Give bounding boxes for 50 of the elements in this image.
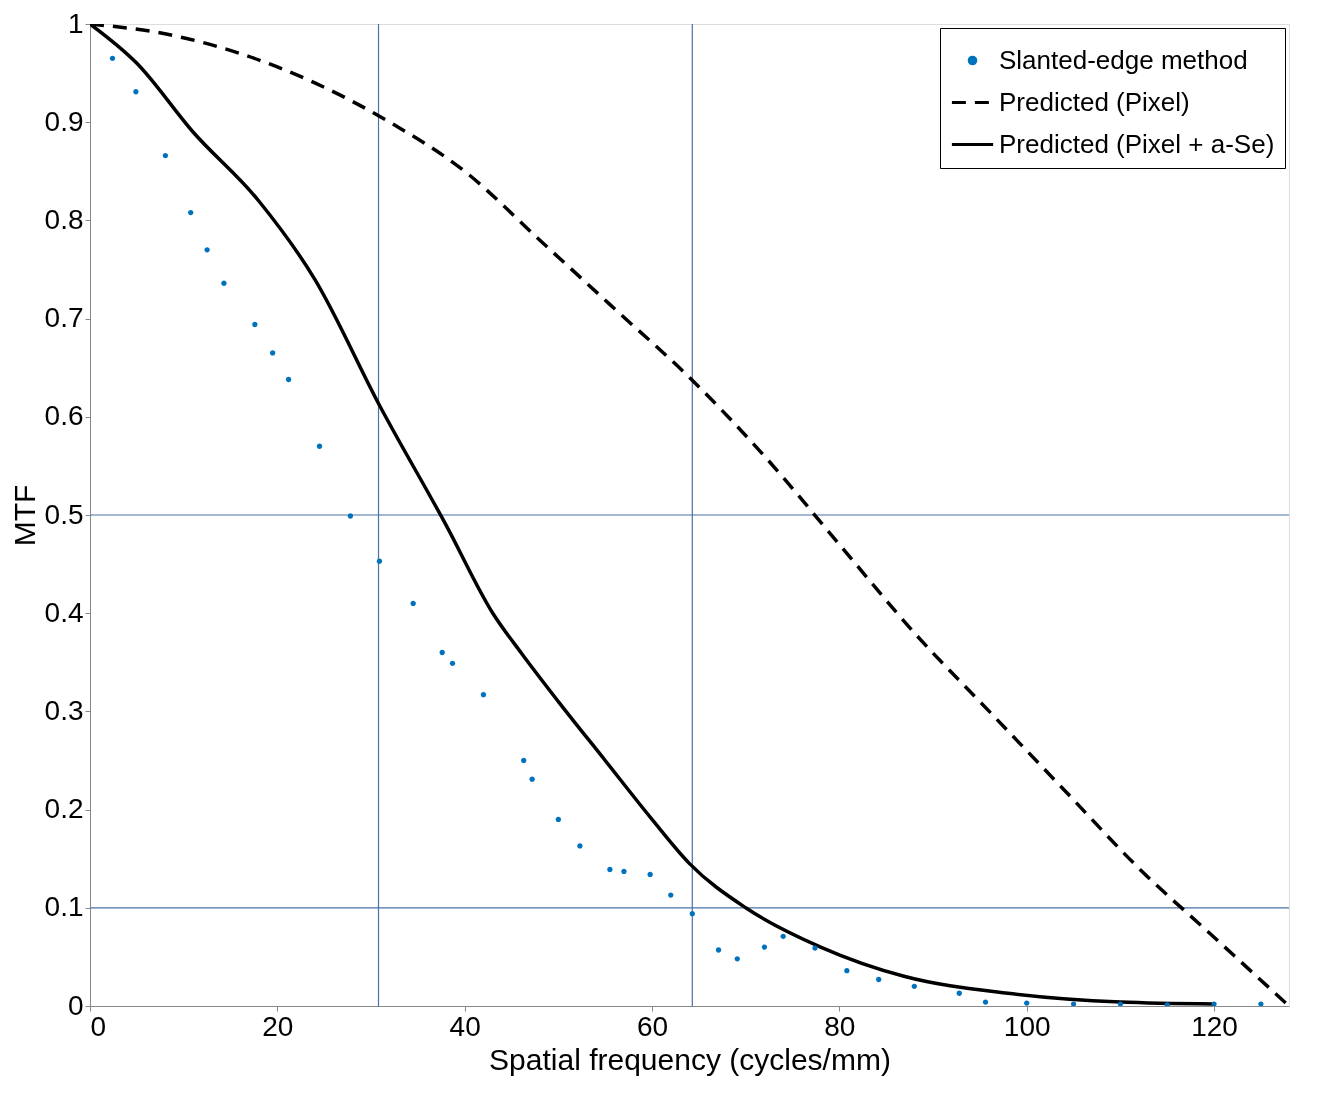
point [555,816,562,823]
point [607,866,613,873]
y-axis-title: MTF [7,484,41,547]
point [270,350,276,356]
point [529,776,535,782]
point [876,976,882,983]
point [347,513,354,519]
y-tick-label: 0.7 [44,302,84,334]
point [689,911,695,917]
point [715,947,722,953]
point [911,983,917,990]
point [162,152,169,159]
point [285,376,292,383]
point [1117,1001,1124,1006]
point [449,660,456,666]
legend-label: Predicted (Pixel) [999,86,1190,117]
point [1070,1001,1077,1006]
x-tick-label: 60 [636,1010,669,1042]
y-tick-label: 0.8 [44,203,84,235]
y-tick-label: 0.3 [44,694,84,726]
y-tick-label: 0 [67,989,84,1021]
point [521,757,527,764]
y-tick-label: 0.5 [44,498,84,530]
y-tick-label: 0.6 [44,400,84,432]
x-tick-label: 20 [262,1010,294,1042]
point [761,944,768,950]
y-tick-label: 0.2 [44,793,84,825]
point [1164,1002,1170,1006]
point [376,558,383,564]
x-tick-label: 80 [824,1010,856,1042]
point [982,999,989,1005]
y-tick-label: 0.9 [44,105,84,137]
x-tick-label: 100 [1003,1010,1051,1042]
point [956,990,962,996]
point [188,209,194,216]
legend-label: Predicted (Pixel + a-Se) [999,128,1275,159]
x-tick-label: 120 [1191,1010,1238,1042]
x-axis-title: Spatial frequency (cycles/mm) [489,1042,891,1076]
x-tick-label: 40 [449,1010,481,1042]
point [480,692,487,698]
point [621,868,627,875]
y-tick-label: 1 [67,7,84,39]
point [1258,1001,1264,1006]
y-tick-label: 0.4 [44,596,84,628]
y-tick-label: 0.1 [44,891,84,923]
point [1024,1000,1030,1006]
legend-label: Slanted-edge method [999,44,1248,75]
point [109,55,116,62]
point [668,892,674,898]
x-tick-label: 0 [90,1010,107,1042]
